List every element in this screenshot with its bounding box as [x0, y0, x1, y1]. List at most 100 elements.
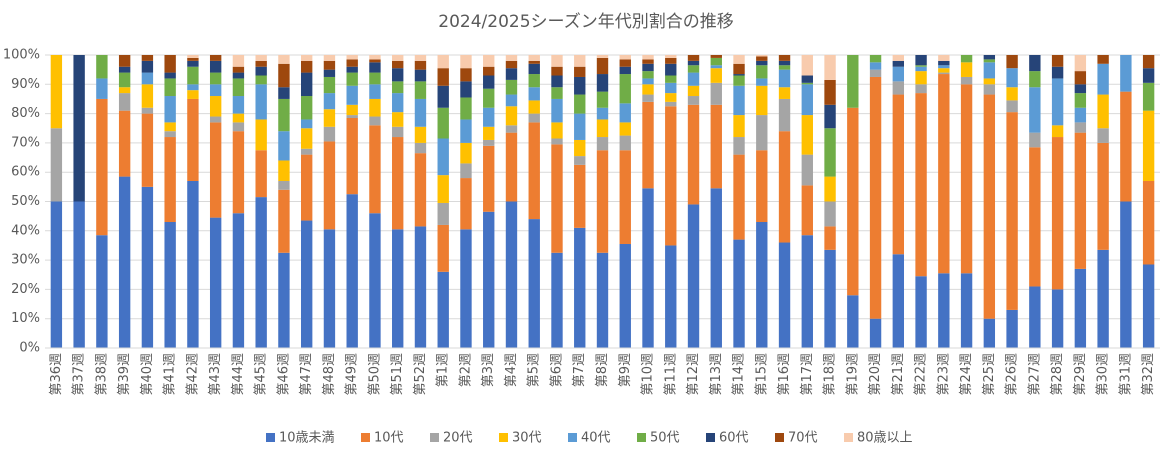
bar-segment	[892, 254, 905, 348]
bar-segment	[1097, 249, 1109, 348]
bar-segment	[346, 55, 358, 60]
bar-segment	[278, 180, 290, 190]
legend-swatch	[844, 433, 853, 442]
bar-segment	[733, 63, 745, 75]
bar-segment	[915, 276, 927, 348]
bar-segment	[414, 60, 427, 70]
bar-segment	[1097, 55, 1109, 64]
bar-segment	[574, 94, 586, 114]
bar-segment	[346, 104, 358, 116]
bar-segment	[187, 55, 199, 58]
bar-segment	[847, 55, 859, 108]
bar-segment	[619, 66, 631, 75]
x-tick-label: 第1週	[436, 353, 451, 387]
bar-segment	[687, 85, 700, 97]
bar-segment	[164, 131, 176, 138]
bar-segment	[1074, 107, 1087, 123]
legend-label: 50代	[650, 431, 680, 446]
bar-segment	[528, 87, 540, 101]
bar-segment	[369, 55, 381, 60]
bar-segment	[278, 63, 290, 88]
bar-segment	[414, 81, 427, 99]
bar-segment	[960, 84, 973, 274]
bar-segment	[847, 295, 859, 348]
bar-segment	[824, 176, 836, 202]
y-tick-label: 20%	[11, 282, 40, 297]
bar-segment	[892, 94, 905, 255]
bar-segment	[414, 126, 427, 143]
bar-segment	[1074, 93, 1087, 108]
bar-segment	[483, 66, 495, 76]
bar-segment	[392, 93, 404, 113]
bar-segment	[73, 55, 85, 202]
bar-segment	[915, 66, 927, 72]
bar-segment	[778, 60, 791, 66]
bar-segment	[960, 273, 973, 348]
bar-segment	[619, 122, 631, 136]
bar-segment	[392, 68, 404, 82]
bar-segment	[801, 55, 813, 76]
bar-segment	[665, 101, 677, 107]
bar-segment	[1142, 264, 1155, 348]
bar-segment	[1142, 68, 1155, 83]
bar-segment	[938, 68, 950, 73]
bar-segment	[938, 55, 950, 61]
legend-swatch	[361, 433, 370, 442]
x-tick-label: 第48週	[322, 353, 337, 396]
bar-segment	[869, 318, 882, 348]
bar-segment	[278, 131, 290, 161]
bar-segment	[209, 116, 222, 123]
bar-segment	[323, 229, 336, 348]
bar-segment	[187, 57, 199, 61]
bar-segment	[778, 87, 791, 99]
bar-segment	[278, 87, 290, 99]
y-tick-label: 80%	[11, 106, 40, 121]
bar-segment	[141, 55, 154, 61]
bar-segment	[505, 106, 518, 126]
bar-segment	[164, 122, 176, 132]
bar-segment	[960, 55, 973, 63]
bar-segment	[209, 84, 222, 97]
bar-segment	[1074, 84, 1087, 94]
bar-segment	[300, 154, 313, 221]
x-tick-label: 第4週	[504, 353, 519, 387]
bar-segment	[1051, 66, 1064, 79]
x-tick-label: 第7週	[572, 353, 587, 387]
x-tick-label: 第50週	[367, 353, 382, 396]
bar-segment	[300, 128, 313, 149]
bar-segment	[187, 180, 199, 348]
bar-segment	[323, 55, 336, 61]
bar-segment	[483, 88, 495, 108]
x-tick-label: 第12週	[686, 353, 701, 396]
bar-segment	[665, 63, 677, 76]
bar-segment	[1074, 268, 1087, 348]
x-tick-label: 第51週	[390, 353, 405, 396]
bar-segment	[756, 56, 768, 61]
bar-segment	[209, 60, 222, 73]
bar-segment	[869, 55, 882, 63]
bar-segment	[642, 55, 654, 60]
bar-segment	[528, 122, 540, 220]
bar-segment	[915, 84, 927, 94]
bar-segment	[574, 113, 586, 140]
bar-segment	[938, 72, 950, 75]
bar-segment	[255, 60, 267, 67]
bar-segment	[460, 163, 472, 179]
bar-segment	[118, 87, 131, 94]
bar-segment	[528, 60, 540, 64]
bar-segment	[1006, 309, 1018, 348]
bar-segment	[1074, 122, 1087, 133]
bar-segment	[596, 57, 609, 75]
bar-segment	[1006, 112, 1018, 310]
bar-segment	[710, 65, 722, 69]
bar-segment	[778, 131, 791, 243]
bar-segment	[505, 79, 518, 95]
bar-segment	[687, 72, 700, 86]
bar-segment	[232, 213, 245, 348]
bar-segment	[938, 273, 950, 348]
bar-segment	[1051, 55, 1064, 67]
bar-segment	[642, 94, 654, 102]
x-tick-label: 第5週	[527, 353, 542, 387]
legend-swatch	[775, 433, 784, 442]
bar-segment	[938, 65, 950, 69]
